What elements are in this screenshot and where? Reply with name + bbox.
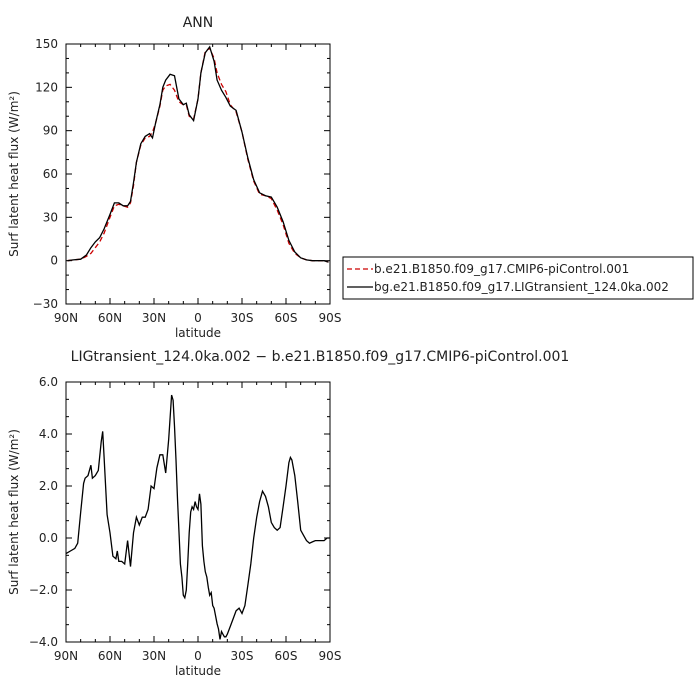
- x-tick-label: 30S: [231, 311, 254, 325]
- y-tick-label: 90: [43, 124, 58, 138]
- chart-title: ANN: [183, 15, 214, 31]
- plot-frame: [65, 43, 331, 305]
- y-tick-label: 0: [50, 254, 58, 268]
- x-tick-label: 90S: [319, 311, 342, 325]
- x-tick-label: 60N: [98, 311, 122, 325]
- y-tick-label: −2.0: [29, 583, 58, 597]
- y-tick-label: 2.0: [39, 479, 58, 493]
- legend-box: [342, 256, 694, 300]
- y-axis-label: Surf latent heat flux (W/m²): [7, 429, 21, 595]
- plot-frame: [65, 381, 331, 643]
- y-tick-label: 150: [35, 37, 58, 51]
- y-tick-label: 4.0: [39, 427, 58, 441]
- x-tick-label: 30S: [231, 649, 254, 663]
- x-tick-label: 90S: [319, 649, 342, 663]
- x-tick-label: 30N: [142, 649, 166, 663]
- x-tick-label: 90N: [54, 649, 78, 663]
- chart-title: LIGtransient_124.0ka.002 − b.e21.B1850.f…: [71, 349, 570, 365]
- y-tick-label: 0.0: [39, 531, 58, 545]
- x-tick-label: 60S: [275, 649, 298, 663]
- x-tick-label: 90N: [54, 311, 78, 325]
- x-tick-label: 60S: [275, 311, 298, 325]
- legend-entry-0: b.e21.B1850.f09_g17.CMIP6-piControl.001: [374, 262, 629, 276]
- y-tick-label: −30: [33, 297, 58, 311]
- legend-entry-1: bg.e21.B1850.f09_g17.LIGtransient_124.0k…: [374, 280, 669, 294]
- x-tick-label: 60N: [98, 649, 122, 663]
- y-tick-label: 30: [43, 210, 58, 224]
- x-axis-label: latitude: [175, 664, 221, 678]
- series-line-1: [67, 45, 329, 263]
- x-tick-label: 0: [194, 311, 202, 325]
- y-tick-label: 60: [43, 167, 58, 181]
- panel-top: ANN 90N 60N 30N 0 30S 60S 90S −30 0 30 60 90 120 150 la…: [7, 15, 341, 340]
- x-tick-label: 0: [194, 649, 202, 663]
- y-tick-label: 120: [35, 80, 58, 94]
- series-line-0: [67, 47, 329, 263]
- y-axis-label: Surf latent heat flux (W/m²): [7, 91, 21, 257]
- y-tick-label: −4.0: [29, 635, 58, 649]
- x-tick-label: 30N: [142, 311, 166, 325]
- x-axis-label: latitude: [175, 326, 221, 340]
- y-tick-label: 6.0: [39, 375, 58, 389]
- series-line-0: [65, 394, 330, 640]
- legend: b.e21.B1850.f09_g17.CMIP6-piControl.001b…: [342, 256, 694, 300]
- panel-bottom: LIGtransient_124.0ka.002 − b.e21.B1850.f…: [7, 349, 569, 678]
